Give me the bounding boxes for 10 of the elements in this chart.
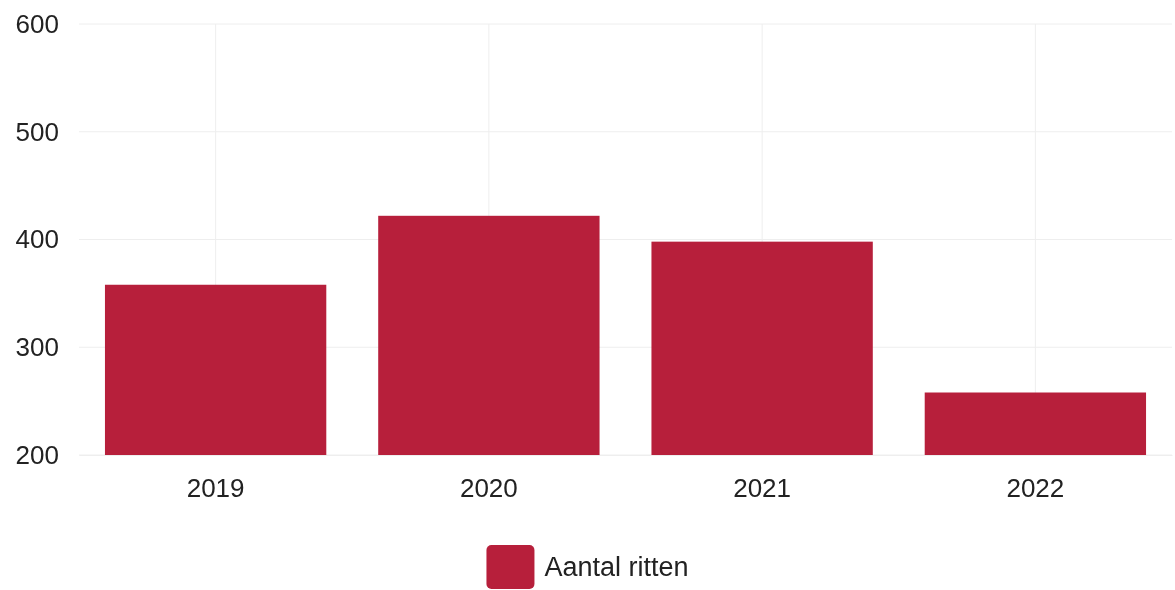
y-tick-label: 600 [15, 8, 59, 39]
x-tick-label: 2020 [459, 473, 518, 503]
y-tick-label: 400 [15, 224, 59, 255]
y-tick-label: 200 [15, 439, 59, 470]
x-tick-label: 2019 [186, 473, 245, 503]
x-tick-label: 2021 [733, 473, 792, 503]
y-tick-label: 300 [15, 332, 59, 363]
x-tick-label: 2022 [1006, 473, 1065, 503]
y-tick-label: 500 [15, 116, 59, 147]
legend-label: Aantal ritten [544, 552, 689, 582]
